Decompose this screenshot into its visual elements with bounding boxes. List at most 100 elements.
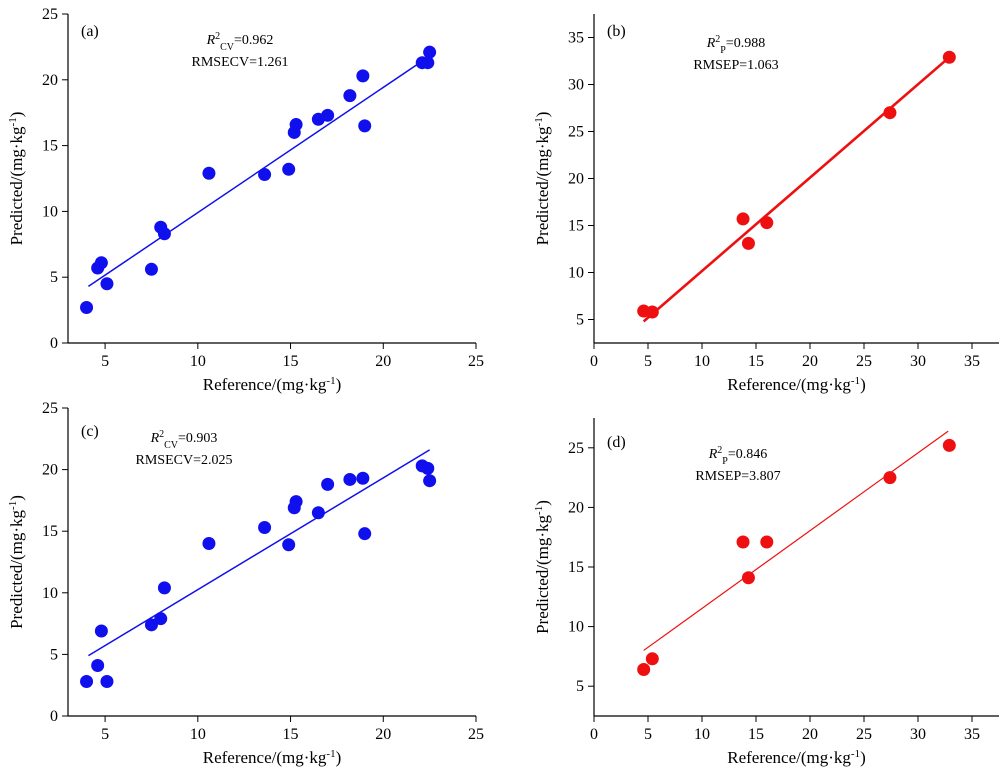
data-point: [358, 527, 372, 541]
x-tick-label: 10: [190, 726, 206, 743]
y-tick-label: 15: [42, 523, 58, 540]
x-tick-label: 35: [964, 353, 980, 370]
data-point: [100, 277, 114, 291]
x-tick-label: 25: [468, 353, 484, 370]
data-point: [645, 305, 659, 319]
data-point: [144, 618, 158, 632]
x-tick-label: 30: [910, 726, 926, 743]
data-point: [736, 212, 750, 226]
x-tick-label: 25: [468, 726, 484, 743]
data-point: [942, 50, 956, 64]
data-point: [202, 537, 216, 551]
y-tick-label: 30: [568, 77, 584, 94]
data-point: [883, 106, 897, 120]
y-tick-label: 15: [42, 138, 58, 155]
data-point: [202, 166, 216, 180]
y-tick-label: 10: [568, 265, 584, 282]
data-point: [94, 256, 108, 270]
data-point: [80, 675, 94, 689]
data-point: [356, 471, 370, 485]
x-tick-label: 0: [590, 353, 598, 370]
data-point: [760, 216, 774, 230]
x-tick-label: 15: [748, 353, 764, 370]
data-point: [423, 474, 437, 488]
x-tick-label: 5: [101, 726, 109, 743]
x-axis-title: Reference/(mg·kg-1): [727, 375, 866, 394]
data-point: [883, 471, 897, 485]
data-point: [321, 477, 335, 491]
x-tick-label: 25: [856, 353, 872, 370]
x-tick-label: 20: [802, 726, 818, 743]
rmse-label: RMSEP=1.063: [693, 58, 778, 73]
data-point: [736, 535, 750, 549]
x-tick-label: 0: [590, 726, 598, 743]
data-point: [80, 300, 94, 314]
y-tick-label: 10: [42, 203, 58, 220]
data-point: [637, 663, 651, 677]
y-tick-label: 5: [50, 269, 58, 286]
data-point: [289, 495, 303, 509]
y-tick-label: 20: [568, 171, 584, 188]
data-point: [421, 461, 435, 475]
x-tick-label: 15: [283, 726, 299, 743]
data-point: [645, 652, 659, 666]
x-tick-label: 5: [644, 726, 652, 743]
data-point: [157, 581, 171, 595]
r-squared-label: R2P=0.988: [706, 34, 766, 56]
x-tick-label: 10: [694, 726, 710, 743]
y-tick-label: 0: [50, 708, 58, 725]
data-point: [311, 506, 325, 520]
panel-c: 5 10 15 20 25 0 5 10 15 20 25 Reference/(mg·kg-1) Pr…: [7, 400, 484, 767]
y-tick-label: 20: [42, 72, 58, 89]
x-tick-label: 20: [375, 353, 391, 370]
regression-line: [88, 449, 431, 657]
y-tick-label: 25: [42, 400, 58, 417]
data-point: [343, 89, 357, 103]
x-tick-label: 10: [694, 353, 710, 370]
y-tick-label: 10: [42, 585, 58, 602]
data-point: [258, 168, 272, 182]
panel-label: (c): [81, 423, 99, 440]
rmse-label: RMSEP=3.807: [695, 469, 780, 484]
panel-d: 0 5 10 15 20 25 30 35 5 10 15 20 25 Reference/(mg·kg-…: [533, 418, 999, 767]
panel-label: (b): [607, 23, 626, 40]
panel-a: 5 10 15 20 25 0 5 10 15 20 25 Reference/(mg·kg-1) Pr…: [7, 6, 484, 394]
data-point: [942, 438, 956, 452]
x-tick-label: 20: [375, 726, 391, 743]
regression-line: [643, 430, 949, 651]
x-tick-label: 35: [964, 726, 980, 743]
data-point: [423, 45, 437, 59]
y-axis-title: Predicted/(mg·kg-1): [7, 495, 26, 629]
x-tick-label: 30: [910, 353, 926, 370]
data-point: [94, 624, 108, 638]
y-tick-label: 5: [576, 678, 584, 695]
x-tick-label: 5: [644, 353, 652, 370]
data-point: [289, 118, 303, 132]
y-tick-label: 0: [50, 335, 58, 352]
x-axis-title: Reference/(mg·kg-1): [203, 375, 342, 394]
data-point: [144, 262, 158, 276]
x-tick-label: 20: [802, 353, 818, 370]
y-axis-title: Predicted/(mg·kg-1): [533, 500, 552, 634]
y-tick-label: 20: [42, 462, 58, 479]
data-point: [282, 162, 296, 176]
data-point: [343, 472, 357, 486]
rmse-label: RMSECV=2.025: [136, 453, 233, 468]
data-point: [91, 658, 105, 672]
data-point: [258, 521, 272, 535]
r-squared-label: R2CV=0.903: [150, 429, 218, 451]
x-tick-label: 15: [748, 726, 764, 743]
data-point: [154, 612, 168, 626]
x-tick-label: 25: [856, 726, 872, 743]
data-point: [321, 108, 335, 122]
y-tick-label: 20: [568, 499, 584, 516]
data-point: [356, 69, 370, 83]
x-axis-title: Reference/(mg·kg-1): [203, 748, 342, 767]
panel-label: (d): [607, 434, 626, 451]
y-tick-label: 15: [568, 218, 584, 235]
data-point: [421, 56, 435, 70]
data-point: [100, 675, 114, 689]
y-tick-label: 25: [568, 440, 584, 457]
data-point: [760, 535, 774, 549]
